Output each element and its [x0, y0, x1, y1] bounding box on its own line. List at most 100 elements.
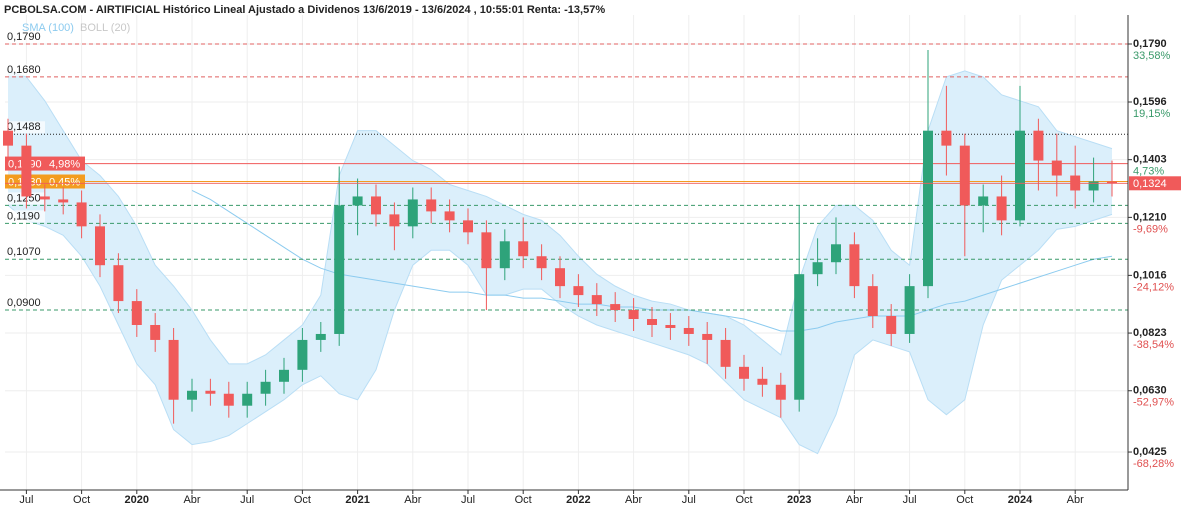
candle-body — [794, 274, 805, 400]
y-tick-label: 0,1596 — [1133, 96, 1167, 108]
x-tick-label: Oct — [73, 494, 90, 506]
y-tick-pct: -52,97% — [1133, 397, 1174, 409]
y-tick-label: 0,1210 — [1133, 211, 1167, 223]
candle-body — [463, 220, 473, 233]
candle-body — [757, 378, 768, 385]
level-label-bg — [5, 30, 45, 43]
candle-body — [739, 366, 749, 379]
level-label-bg — [5, 63, 45, 76]
level-label: 0,0900 — [7, 297, 41, 309]
candle-body — [242, 393, 253, 406]
candle-body — [867, 286, 878, 317]
level-label-bg — [5, 192, 45, 205]
candle-body — [591, 295, 602, 305]
candle-body — [21, 145, 32, 197]
candle-body — [260, 381, 271, 394]
candle-body — [536, 256, 547, 269]
candle-body — [720, 339, 731, 367]
y-tick-pct: 19,15% — [1133, 108, 1171, 120]
candle-body — [371, 196, 381, 215]
candle-body — [628, 310, 639, 320]
level-label: 0,1790 — [7, 31, 41, 43]
candle-body — [205, 390, 216, 394]
x-tick-label: Jul — [461, 494, 475, 506]
candle-body — [647, 319, 657, 325]
candle-body — [389, 214, 400, 227]
y-tick-pct: -68,28% — [1133, 458, 1174, 470]
level-label-bg — [5, 121, 45, 134]
x-tick-label: Abr — [625, 494, 642, 506]
x-tick-label: Jul — [903, 494, 917, 506]
chart-title: PCBOLSA.COM - AIRTIFICIAL Histórico Line… — [4, 4, 605, 16]
candle-body — [573, 286, 584, 296]
candle-body — [812, 262, 823, 275]
candle-body — [923, 130, 933, 287]
candle-body — [499, 241, 510, 269]
y-tick-label: 0,0823 — [1133, 327, 1167, 339]
level-label: 0,1070 — [7, 246, 41, 258]
y-tick-pct: -9,69% — [1133, 223, 1168, 235]
candle-body — [665, 324, 676, 328]
candle-body — [407, 199, 418, 227]
candle-body — [610, 304, 621, 311]
x-tick-label: 2020 — [125, 494, 149, 506]
level-label-bg — [5, 246, 45, 259]
x-tick-label: Abr — [183, 494, 200, 506]
level-pct: 0,45% — [49, 176, 80, 188]
x-tick-label: Abr — [1067, 494, 1084, 506]
y-tick-pct: -24,12% — [1133, 281, 1174, 293]
y-tick-label: 0,0425 — [1133, 446, 1167, 458]
x-tick-label: Jul — [240, 494, 254, 506]
legend-item: SMA (100) — [22, 22, 74, 34]
candle-body — [683, 327, 694, 334]
x-tick-label: Jul — [19, 494, 33, 506]
y-tick-label: 0,1790 — [1133, 38, 1167, 50]
candle-body — [996, 196, 1007, 221]
candle-body — [39, 196, 50, 200]
x-tick-label: Oct — [515, 494, 532, 506]
candle-body — [334, 205, 345, 334]
level-label: 0,1190 — [7, 210, 40, 222]
y-tick-pct: 33,58% — [1133, 50, 1171, 62]
candle-body — [1088, 181, 1099, 191]
level-label-bg — [5, 297, 45, 310]
legend-item: BOLL (20) — [80, 22, 130, 34]
x-tick-label: 2023 — [787, 494, 811, 506]
candle-body — [978, 196, 989, 206]
candle-body — [555, 268, 565, 287]
x-tick-label: 2021 — [345, 494, 369, 506]
candle-body — [702, 333, 713, 340]
candle-body — [849, 244, 860, 287]
candle-body — [518, 241, 529, 257]
x-tick-label: Oct — [294, 494, 311, 506]
candle-body — [1015, 130, 1025, 221]
x-tick-label: Oct — [735, 494, 752, 506]
candle-body — [3, 130, 13, 146]
x-tick-label: Jul — [682, 494, 696, 506]
candle-body — [775, 384, 786, 400]
last-price-label: 0,1324 — [1133, 178, 1167, 190]
candle-body — [58, 199, 69, 203]
candle-body — [150, 324, 161, 340]
candle-body — [959, 145, 970, 206]
candle-body — [113, 265, 124, 302]
candle-body — [941, 130, 952, 146]
candle-body — [315, 333, 326, 340]
candle-body — [426, 199, 437, 212]
candle-body — [1107, 181, 1117, 184]
y-tick-pct: 4,73% — [1133, 166, 1164, 178]
level-label: 0,1488 — [7, 121, 41, 133]
candle-body — [131, 301, 142, 325]
candle-body — [279, 369, 289, 382]
candle-body — [904, 286, 915, 334]
level-label: 0,1680 — [7, 64, 41, 76]
candle-body — [481, 232, 492, 269]
candle-body — [1051, 160, 1062, 176]
x-tick-label: Abr — [404, 494, 421, 506]
candle-body — [886, 316, 897, 334]
y-tick-label: 0,1403 — [1133, 154, 1167, 166]
x-tick-label: Oct — [956, 494, 973, 506]
bollinger-lower — [7, 205, 1113, 455]
candle-body — [297, 339, 308, 370]
